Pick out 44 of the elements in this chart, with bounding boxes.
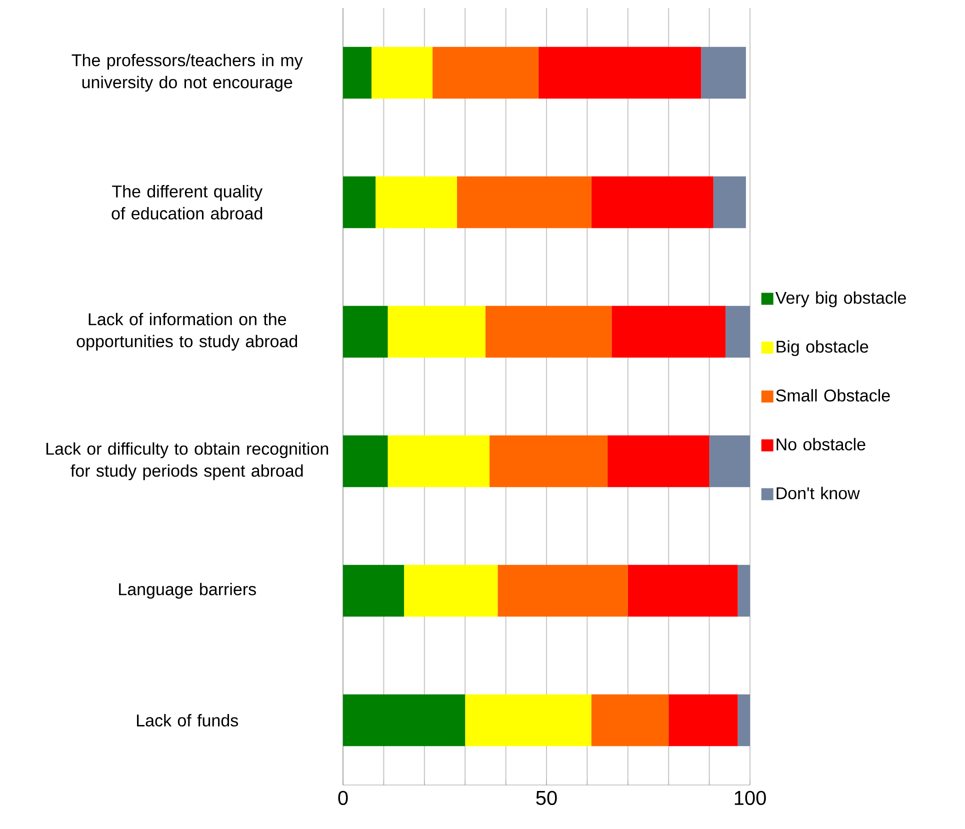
bar bbox=[628, 564, 738, 617]
bar bbox=[713, 176, 746, 228]
bar bbox=[343, 564, 404, 617]
bar bbox=[376, 176, 457, 228]
bar bbox=[456, 176, 592, 228]
bar bbox=[343, 46, 372, 99]
y-tick-label: The different quality of education abroad bbox=[112, 185, 263, 220]
legend-label: No obstacle bbox=[776, 438, 866, 450]
y-tick-label: Lack or difficulty to obtain recognition for study periods spent abroad bbox=[46, 442, 328, 480]
bar bbox=[343, 176, 376, 228]
bar bbox=[372, 46, 433, 99]
bar bbox=[485, 306, 612, 358]
bar bbox=[608, 435, 710, 488]
legend-label: Small Obstacle bbox=[776, 389, 890, 402]
bar bbox=[404, 564, 498, 617]
bar bbox=[343, 694, 466, 746]
legend-label: Don't know bbox=[776, 486, 860, 500]
x-tick-label: 0 bbox=[338, 790, 348, 806]
x-tick-label: 100 bbox=[734, 790, 766, 806]
bar bbox=[738, 564, 750, 617]
y-tick-label: The professors/teachers in my university do not encourage bbox=[72, 54, 303, 92]
bar bbox=[738, 694, 750, 746]
bar bbox=[538, 46, 702, 99]
bar bbox=[388, 435, 490, 488]
bar bbox=[668, 694, 738, 746]
bar bbox=[701, 46, 746, 99]
y-tick-label: Language barriers bbox=[119, 582, 256, 599]
bar bbox=[465, 694, 592, 746]
bar bbox=[490, 435, 608, 488]
legend-label: Big obstacle bbox=[776, 340, 868, 356]
bar bbox=[498, 564, 628, 617]
bar bbox=[591, 694, 669, 746]
bar bbox=[343, 435, 388, 488]
bar bbox=[726, 306, 750, 358]
bar bbox=[591, 176, 714, 228]
bar bbox=[709, 435, 750, 488]
x-tick-label: 50 bbox=[536, 790, 557, 806]
y-tick-label: Lack of information on the opportunities to study abroad bbox=[76, 312, 298, 351]
bar bbox=[432, 46, 538, 99]
bar bbox=[388, 306, 486, 358]
legend-label: Very big obstacle bbox=[775, 291, 906, 308]
bar bbox=[343, 306, 388, 358]
y-tick-label: Lack of funds bbox=[137, 714, 238, 726]
bar bbox=[612, 306, 726, 358]
